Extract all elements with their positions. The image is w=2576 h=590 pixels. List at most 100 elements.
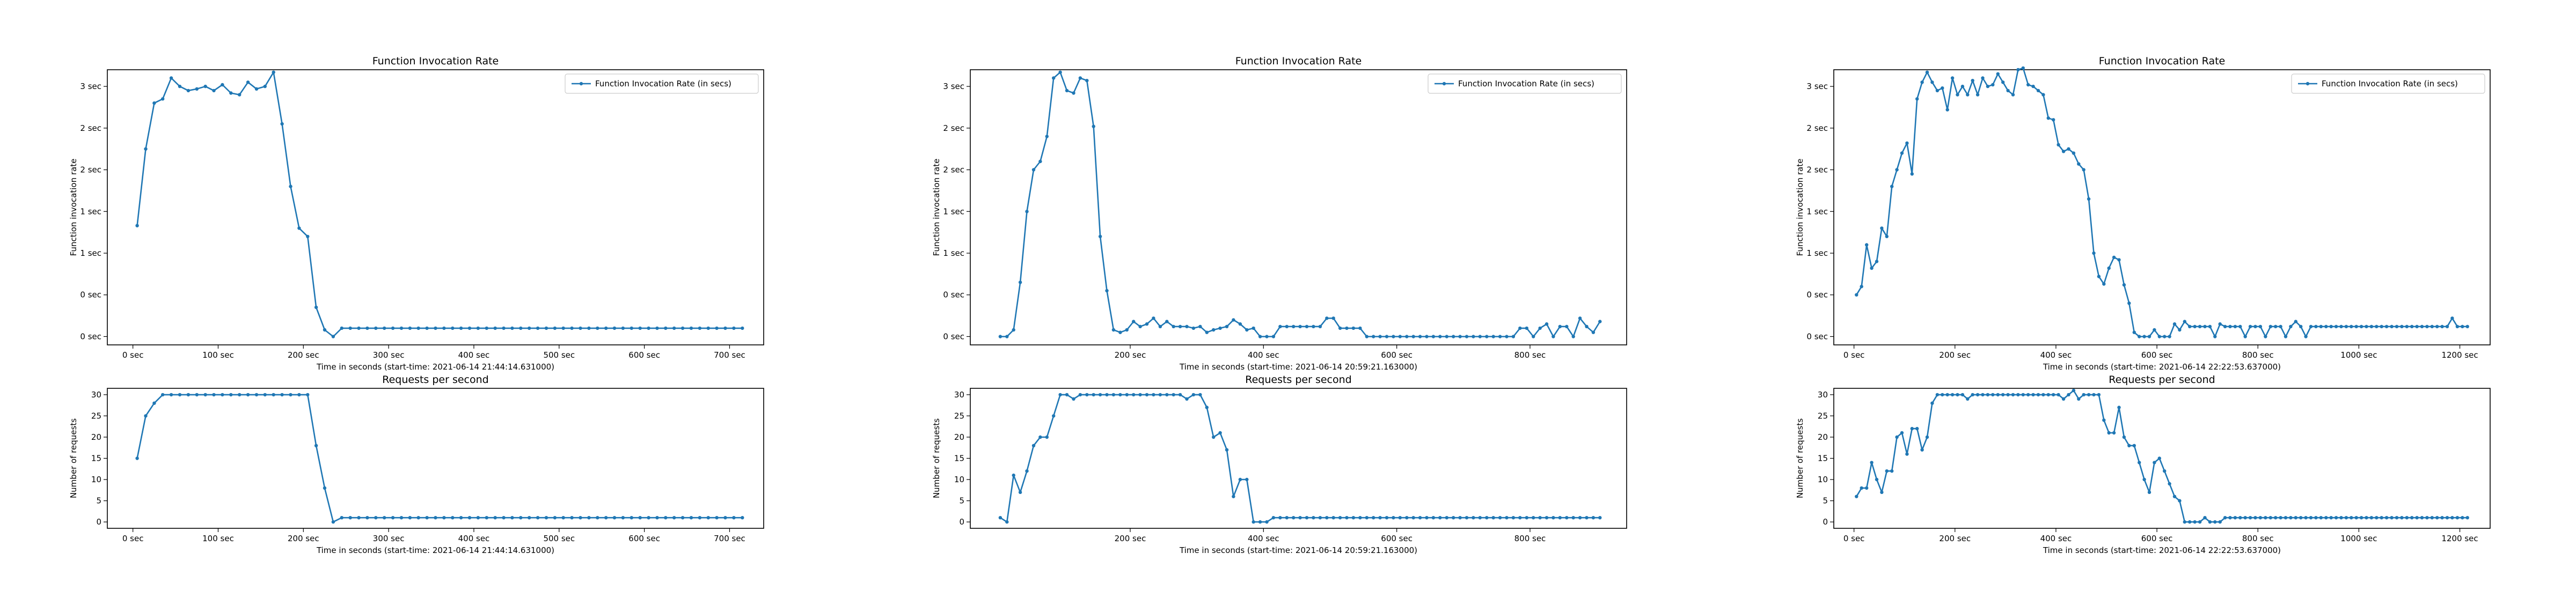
data-point [212, 393, 216, 397]
data-point [1005, 520, 1009, 524]
data-point [2213, 520, 2217, 524]
x-tick-label: 1200 sec [2441, 534, 2478, 543]
data-point [2329, 516, 2333, 520]
data-point [1045, 435, 1049, 439]
data-point [1025, 469, 1029, 473]
series-line [1000, 71, 1601, 337]
data-point [1930, 401, 1934, 405]
data-point [1956, 93, 1959, 97]
x-tick-label: 800 sec [2242, 534, 2274, 543]
data-point [1525, 516, 1528, 520]
data-point [246, 80, 250, 84]
data-point [2061, 397, 2066, 401]
x-tick-label: 600 sec [2141, 350, 2173, 360]
data-point [723, 516, 727, 520]
data-point [1378, 335, 1382, 338]
data-point [1152, 393, 1155, 397]
y-tick-label: 5 [96, 496, 101, 506]
data-point [630, 516, 634, 520]
data-point [1238, 322, 1242, 326]
data-point [1956, 393, 1959, 397]
data-point [212, 88, 216, 93]
data-point [451, 516, 455, 520]
data-point [1925, 70, 1929, 74]
x-tick-label: 800 sec [1514, 534, 1546, 543]
data-point [1991, 393, 1995, 397]
x-tick-label: 0 sec [122, 534, 144, 543]
data-point [1292, 324, 1296, 328]
data-point [1132, 393, 1136, 397]
data-point [2264, 335, 2267, 338]
data-point [399, 326, 404, 330]
data-point [1392, 516, 1395, 520]
data-point [1860, 486, 1863, 490]
x-tick-label: 200 sec [288, 350, 319, 360]
data-point [306, 234, 310, 239]
data-point [715, 326, 719, 330]
data-point [2178, 328, 2182, 332]
data-point [1452, 335, 1455, 338]
data-point [510, 326, 514, 330]
data-point [698, 516, 702, 520]
data-point [467, 326, 472, 330]
data-point [152, 401, 156, 405]
data-point [203, 84, 207, 88]
data-point [2112, 255, 2116, 259]
data-point [998, 516, 1002, 520]
data-point [2410, 516, 2414, 520]
data-point [604, 516, 608, 520]
data-point [1431, 335, 1436, 338]
y-tick-label: 3 sec [1806, 82, 1828, 91]
data-point [1245, 328, 1249, 332]
data-point [2172, 495, 2177, 498]
data-point [2400, 324, 2404, 328]
data-point [1411, 335, 1415, 338]
data-point [519, 516, 523, 520]
data-point [1925, 435, 1929, 439]
data-point [203, 393, 207, 397]
data-point [2365, 324, 2368, 328]
data-point [425, 516, 429, 520]
data-point [2122, 435, 2126, 439]
data-point [1038, 435, 1042, 439]
data-point [2405, 516, 2409, 520]
data-point [1478, 335, 1482, 338]
x-tick-label: 400 sec [2040, 534, 2072, 543]
data-point [2223, 324, 2227, 328]
data-point [587, 326, 591, 330]
data-point [1252, 326, 1255, 330]
data-point [1571, 335, 1575, 338]
data-point [2324, 324, 2328, 328]
data-point [1125, 393, 1129, 397]
data-point [2163, 469, 2167, 473]
data-point [1960, 84, 1965, 88]
x-tick-label: 600 sec [628, 350, 660, 360]
data-point [2400, 516, 2404, 520]
data-point [1418, 516, 1422, 520]
data-point [1165, 320, 1169, 323]
data-point [451, 326, 455, 330]
y-tick-label: 10 [91, 475, 101, 484]
y-tick-label: 0 sec [943, 331, 964, 341]
data-point [280, 122, 284, 126]
data-point [587, 516, 591, 520]
data-point [1930, 80, 1934, 84]
data-point [186, 393, 191, 397]
data-point [1325, 516, 1329, 520]
y-tick-label: 2 sec [80, 123, 101, 133]
x-tick-label: 100 sec [202, 350, 234, 360]
data-point [1598, 516, 1602, 520]
data-point [1950, 76, 1955, 80]
data-point [1920, 448, 1924, 452]
data-point [221, 393, 224, 397]
data-point [1385, 335, 1389, 338]
data-point [1025, 210, 1029, 213]
axes-frame [107, 69, 764, 345]
axes-frame [970, 388, 1627, 529]
x-tick-label: 300 sec [373, 350, 405, 360]
data-point [1178, 324, 1182, 328]
data-point [1365, 516, 1368, 520]
x-axis-label: Time in seconds (start-time: 2021-06-14 … [316, 545, 554, 555]
x-tick-label: 600 sec [2141, 534, 2173, 543]
data-point [2036, 393, 2040, 397]
